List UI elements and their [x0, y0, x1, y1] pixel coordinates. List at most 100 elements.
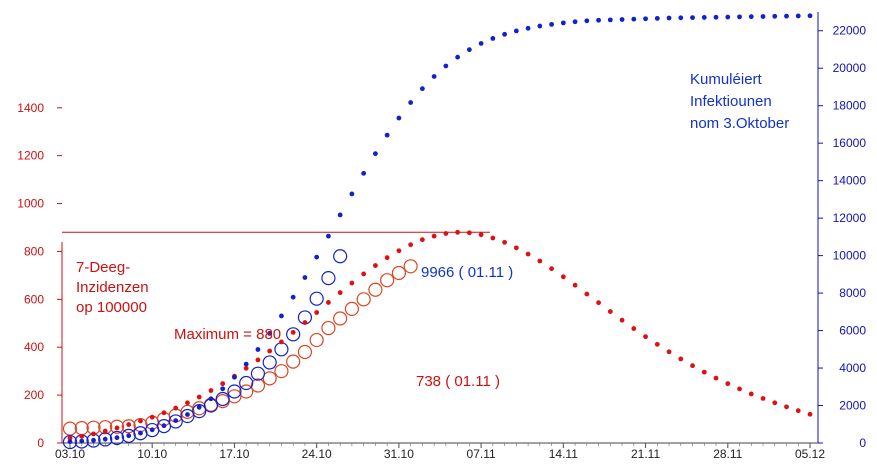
observed_incidence-point: [356, 292, 371, 307]
model_cumulative-point: [584, 18, 590, 24]
right-tick-label: 16000: [833, 136, 867, 150]
model_cumulative-point: [643, 16, 648, 22]
model_cumulative-point: [713, 14, 719, 20]
observed_cumulative-point: [168, 414, 183, 429]
model_incidence-point: [138, 418, 143, 424]
right-tick-label: 22000: [833, 24, 867, 38]
model_incidence-point: [361, 271, 367, 277]
maximum-label: Maximum = 880: [174, 326, 281, 343]
right-tick-label: 8000: [839, 286, 866, 300]
left-tick-label: 1000: [17, 197, 44, 211]
model_cumulative-point: [337, 212, 343, 218]
model_incidence-point: [596, 300, 601, 306]
model_cumulative-point: [102, 436, 108, 442]
red-point-label: 738 ( 01.11 ): [416, 373, 500, 390]
model_incidence-point: [455, 229, 461, 235]
observed_incidence-point: [62, 421, 78, 436]
x-tick-label: 28.11: [713, 447, 742, 461]
model_incidence-point: [173, 405, 179, 411]
model_incidence-point: [619, 317, 625, 323]
observed_incidence-point: [344, 301, 360, 317]
model_incidence-point: [349, 280, 355, 286]
observed_incidence-point: [109, 419, 125, 434]
model_incidence-point: [631, 326, 637, 331]
model_incidence-point: [279, 339, 284, 345]
observed_incidence-point: [227, 389, 242, 404]
right-axis-ticks: 0 2000 4000 6000 8000 10000 12000 14000 16000 180…: [818, 24, 866, 450]
observed_cumulative-point: [62, 434, 78, 450]
model_incidence-point: [748, 391, 754, 397]
left-axis-title: 7-Deeg- Inzidenzen op 100000: [76, 259, 149, 316]
observed_incidence-point: [121, 419, 136, 434]
observed_incidence-point: [262, 371, 277, 386]
left-tick-label: 1200: [17, 149, 44, 163]
model_cumulative-point: [431, 74, 437, 79]
model_incidence-point: [807, 411, 813, 417]
model_cumulative-point: [748, 14, 754, 20]
x-tick-label: 03.10: [55, 447, 85, 461]
model_incidence-point: [314, 310, 320, 315]
model_cumulative-point: [232, 374, 237, 380]
x-tick-label: 21.11: [631, 447, 660, 461]
observed_cumulative-point: [286, 327, 301, 342]
observed_incidence-point: [380, 273, 395, 288]
model_cumulative-point: [654, 15, 660, 21]
model_incidence-point: [784, 404, 789, 410]
model_cumulative-point: [279, 313, 284, 319]
model_incidence-point: [572, 282, 578, 288]
observed_incidence-point: [403, 259, 418, 274]
model_incidence-point: [431, 233, 437, 239]
model_incidence-point: [678, 356, 684, 362]
model_incidence-point: [102, 428, 108, 434]
model_incidence-point: [443, 231, 449, 236]
model_incidence-point: [126, 422, 132, 427]
model_incidence-point: [255, 357, 261, 363]
observed_cumulative-point: [274, 342, 289, 357]
model_cumulative-point: [690, 15, 695, 21]
right-tick-label: 14000: [833, 174, 867, 188]
observed_incidence-point: [309, 332, 324, 348]
model_cumulative-point: [760, 14, 766, 19]
x-axis-ticks: 03.10 10.10 17.10 24.10 31.10 07.11 14.11 21.11…: [55, 443, 825, 461]
left-tick-label: 800: [24, 244, 44, 258]
observed_incidence-point: [239, 384, 254, 399]
model_cumulative-point: [372, 151, 378, 157]
model_cumulative-point: [631, 16, 637, 22]
observed_cumulative-point: [121, 428, 136, 443]
model_incidence-point: [384, 255, 390, 261]
model_cumulative-point: [314, 254, 320, 260]
model_incidence-point: [419, 237, 425, 243]
x-tick-label: 05.12: [795, 447, 825, 461]
plot-area: 0 200 400 600 800 1000 1200 1400 0 2000 4000 6000 8…: [17, 12, 866, 461]
observed_incidence-point: [333, 311, 348, 326]
x-tick-label: 14.11: [549, 447, 578, 461]
observed_incidence-point: [98, 420, 113, 435]
blue-point-label: 9966 ( 01.11 ): [421, 264, 513, 281]
model_incidence-point: [478, 232, 484, 238]
left-axis-title-line-3: op 100000: [76, 299, 147, 316]
x-tick-label: 24.10: [302, 447, 332, 461]
model_incidence-point: [337, 290, 343, 296]
left-axis-ticks: 0 200 400 600 800 1000 1200 1400: [17, 101, 62, 450]
model_incidence-point: [513, 245, 519, 251]
observed_cumulative-point: [239, 375, 254, 391]
model_cumulative-point: [572, 19, 578, 25]
model_cumulative-point: [114, 435, 120, 441]
right-tick-label: 20000: [833, 61, 867, 75]
model_incidence-point: [326, 300, 331, 305]
left-tick-label: 0: [37, 436, 44, 450]
model_incidence-point: [607, 309, 613, 314]
model_cumulative-point: [560, 20, 566, 26]
model_cumulative-point: [795, 13, 801, 19]
right-tick-label: 18000: [833, 99, 867, 113]
model_cumulative-point: [466, 47, 472, 53]
x-tick-label: 10.10: [137, 447, 167, 461]
model_incidence-point: [643, 334, 648, 340]
observed_incidence-point: [368, 282, 383, 297]
model_cumulative-point: [79, 438, 85, 444]
right-axis-title-line-3: nom 3.Oktober: [690, 115, 789, 132]
observed_cumulative-point: [109, 430, 125, 446]
model_cumulative-point: [290, 294, 296, 300]
model_incidence-point: [760, 396, 766, 401]
